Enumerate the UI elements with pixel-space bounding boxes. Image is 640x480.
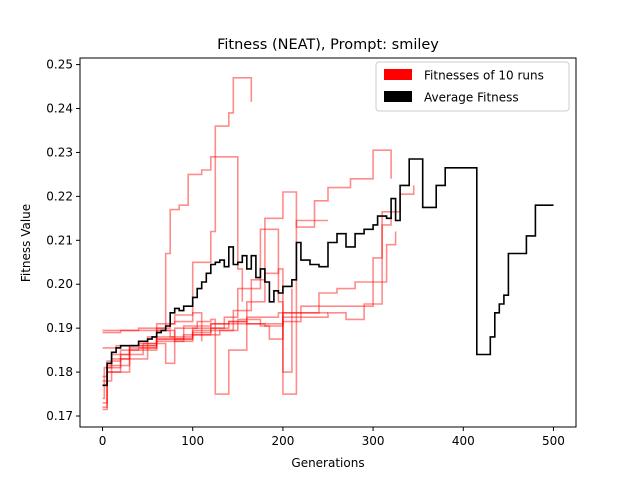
x-tick-label: 100 <box>181 434 204 448</box>
plot-area <box>79 57 577 428</box>
average-line <box>102 158 554 387</box>
legend-label-runs: Fitnesses of 10 runs <box>424 69 544 83</box>
y-tick-label: 0.18 <box>46 365 73 379</box>
run-line-8 <box>102 231 397 404</box>
run-line-6 <box>102 216 392 378</box>
x-tick-label: 500 <box>542 434 565 448</box>
runs-layer <box>102 77 415 411</box>
y-axis-label: Fitness Value <box>19 204 33 282</box>
y-tick-label: 0.24 <box>46 102 73 116</box>
x-axis-ticks: 0 100 200 300 400 500 <box>99 427 565 448</box>
run-line-7 <box>102 228 293 382</box>
y-tick-label: 0.20 <box>46 277 73 291</box>
x-tick-label: 300 <box>362 434 385 448</box>
legend-box <box>375 61 570 112</box>
legend-swatch-average <box>384 91 412 102</box>
x-axis-label: Generations <box>291 456 364 470</box>
x-tick-label: 200 <box>271 434 294 448</box>
run-line-10 <box>102 185 415 387</box>
legend-swatch-runs <box>384 69 412 80</box>
y-tick-label: 0.25 <box>46 58 73 72</box>
x-tick-label: 0 <box>99 434 107 448</box>
y-tick-label: 0.17 <box>46 409 73 423</box>
y-axis-ticks: 0.17 0.18 0.19 0.20 0.21 0.22 0.23 0.24 0.25 <box>46 58 80 423</box>
y-tick-label: 0.22 <box>46 189 73 203</box>
chart-title: Fitness (NEAT), Prompt: smiley <box>217 37 439 53</box>
run-line-2 <box>102 156 244 408</box>
axes-frame <box>79 57 577 428</box>
legend: Fitnesses of 10 runs Average Fitness <box>375 61 570 112</box>
y-tick-label: 0.23 <box>46 145 73 159</box>
legend-label-average: Average Fitness <box>424 91 519 105</box>
run-line-4 <box>102 149 392 338</box>
run-line-5 <box>102 312 328 411</box>
x-tick-label: 400 <box>452 434 475 448</box>
y-tick-label: 0.21 <box>46 233 73 247</box>
y-tick-label: 0.19 <box>46 321 73 335</box>
run-line-3 <box>102 219 328 395</box>
average-layer <box>102 158 554 387</box>
